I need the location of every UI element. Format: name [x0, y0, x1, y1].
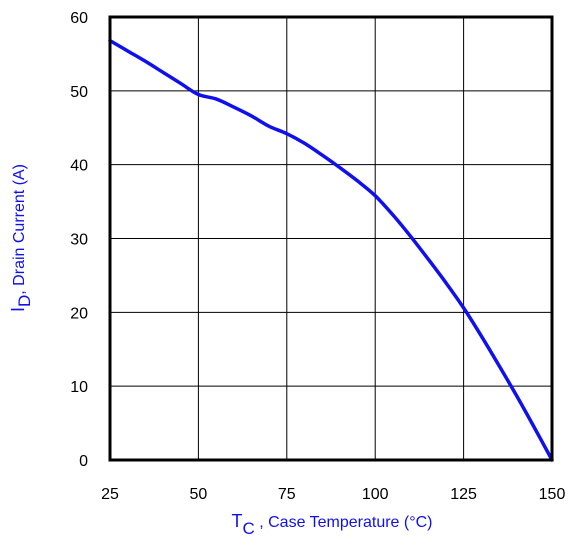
grid-lines [110, 17, 552, 460]
x-axis-ticks: 25 50 75 100 125 150 [101, 486, 565, 503]
x-tick-label: 25 [101, 486, 119, 503]
y-axis-label: ID, Drain Current (A) [8, 164, 34, 312]
y-tick-label: 50 [70, 84, 88, 101]
x-tick-label: 125 [450, 486, 477, 503]
y-tick-label: 0 [79, 453, 88, 470]
y-tick-label: 20 [70, 305, 88, 322]
x-tick-label: 75 [278, 486, 296, 503]
x-axis-label-rest: , Case Temperature (°C) [255, 514, 433, 531]
x-tick-label: 50 [190, 486, 208, 503]
y-axis-label-main: I [8, 307, 28, 312]
x-tick-label: 150 [539, 486, 566, 503]
y-axis-label-sub: D [15, 295, 34, 307]
y-tick-label: 30 [70, 232, 88, 249]
series-line-drain-current [108, 38, 554, 462]
x-axis-label-main: T [232, 511, 243, 531]
x-axis-label: TC , Case Temperature (°C) [232, 511, 433, 538]
y-tick-label: 60 [70, 10, 88, 27]
y-tick-label: 10 [70, 379, 88, 396]
y-tick-label: 40 [70, 158, 88, 175]
y-axis-ticks: 0 10 20 30 40 50 60 [70, 10, 88, 470]
x-axis-label-sub: C [243, 519, 255, 538]
y-axis-label-rest: , Drain Current (A) [11, 164, 28, 295]
x-tick-label: 100 [362, 486, 389, 503]
plot-frame [108, 15, 554, 462]
